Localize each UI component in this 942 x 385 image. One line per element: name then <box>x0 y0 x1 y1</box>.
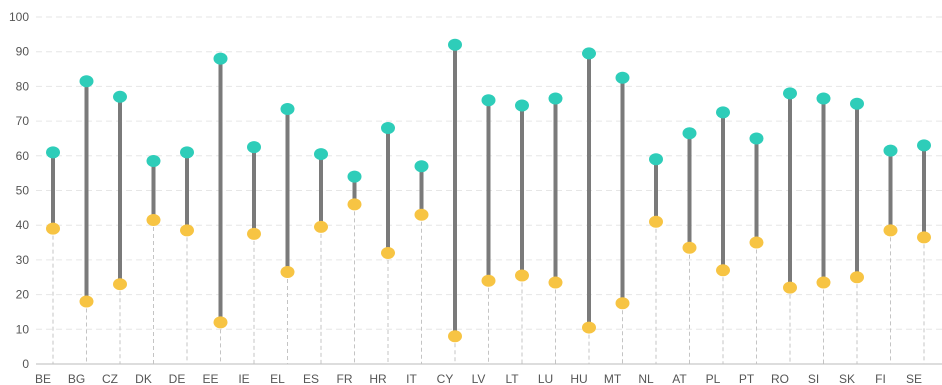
x-tick-label-PT: PT <box>739 372 755 385</box>
x-tick-label-FR: FR <box>337 372 353 385</box>
high-point-BE <box>46 146 60 159</box>
high-point-IE <box>247 141 261 154</box>
high-point-EL <box>280 102 295 115</box>
high-point-IT <box>414 160 429 173</box>
high-point-PL <box>716 106 730 119</box>
high-point-SE <box>917 139 931 152</box>
y-tick-label-70: 70 <box>16 114 30 128</box>
high-point-LT <box>515 99 529 112</box>
high-point-DE <box>180 146 194 159</box>
x-tick-label-EE: EE <box>202 372 218 385</box>
y-tick-label-90: 90 <box>16 45 30 59</box>
x-tick-label-CY: CY <box>437 372 454 385</box>
x-tick-label-SK: SK <box>839 372 855 385</box>
x-tick-label-AT: AT <box>672 372 687 385</box>
high-point-EE <box>213 52 228 65</box>
high-point-AT <box>682 127 697 140</box>
x-tick-label-ES: ES <box>303 372 319 385</box>
low-point-EL <box>280 266 295 279</box>
low-point-SE <box>917 231 931 244</box>
high-point-LU <box>548 92 563 105</box>
x-axis: BE BG CZ DK DE EE IE EL ES FR HR IT CY LV LT LU HU MT NL AT… <box>35 363 942 385</box>
high-point-CZ <box>113 90 127 103</box>
x-tick-label-RO: RO <box>771 372 789 385</box>
y-tick-label-40: 40 <box>16 218 30 232</box>
low-point-FI <box>883 224 898 237</box>
x-tick-label-DE: DE <box>169 372 186 385</box>
low-point-SK <box>850 271 864 284</box>
high-point-BG <box>79 75 94 88</box>
x-tick-label-EL: EL <box>270 372 285 385</box>
low-point-ES <box>314 220 328 233</box>
low-point-PL <box>716 264 730 277</box>
y-tick-label-50: 50 <box>16 184 30 198</box>
x-tick-label-IE: IE <box>238 372 249 385</box>
high-point-NL <box>649 153 663 166</box>
x-tick-label-CZ: CZ <box>102 372 118 385</box>
high-point-FR <box>347 170 362 183</box>
low-point-MT <box>615 297 630 310</box>
high-point-MT <box>615 71 630 84</box>
y-tick-label-20: 20 <box>16 288 30 302</box>
low-point-SI <box>816 276 831 289</box>
high-point-LV <box>481 94 496 107</box>
high-point-PT <box>749 132 764 145</box>
x-tick-label-SE: SE <box>906 372 922 385</box>
low-point-NL <box>649 215 663 228</box>
y-tick-label-30: 30 <box>16 253 30 267</box>
y-tick-label-0: 0 <box>22 357 29 371</box>
x-tick-label-HR: HR <box>369 372 387 385</box>
low-point-CZ <box>113 278 127 291</box>
x-tick-label-MT: MT <box>604 372 622 385</box>
low-point-EE <box>213 316 228 329</box>
low-point-HR <box>381 246 395 259</box>
high-point-HU <box>582 47 596 60</box>
x-tick-label-SI: SI <box>808 372 819 385</box>
x-tick-label-PL: PL <box>706 372 721 385</box>
low-point-IE <box>247 227 261 240</box>
y-tick-label-10: 10 <box>16 322 30 336</box>
y-tick-label-80: 80 <box>16 79 30 93</box>
low-point-PT <box>749 236 764 249</box>
high-point-RO <box>783 87 797 100</box>
low-point-LU <box>548 276 563 289</box>
high-point-ES <box>314 148 328 161</box>
high-point-CY <box>448 38 462 51</box>
y-tick-label-100: 100 <box>9 10 29 24</box>
x-tick-label-HU: HU <box>570 372 587 385</box>
low-point-BE <box>46 222 60 235</box>
low-point-LT <box>515 269 529 282</box>
low-point-FR <box>347 198 362 211</box>
high-point-SK <box>850 97 864 110</box>
x-tick-label-IT: IT <box>406 372 417 385</box>
low-point-DE <box>180 224 194 237</box>
chart-marks <box>46 38 931 364</box>
y-tick-label-60: 60 <box>16 149 30 163</box>
high-point-FI <box>883 144 898 157</box>
low-point-CY <box>448 330 462 343</box>
x-tick-label-NL: NL <box>638 372 654 385</box>
y-axis: 0 10 20 30 40 50 60 70 80 90 100 <box>9 10 29 371</box>
x-tick-label-LU: LU <box>538 372 553 385</box>
x-tick-label-BE: BE <box>35 372 51 385</box>
x-tick-label-LT: LT <box>505 372 519 385</box>
low-point-AT <box>682 241 697 254</box>
low-point-RO <box>783 281 797 294</box>
low-point-DK <box>146 213 161 226</box>
low-point-LV <box>481 274 496 287</box>
x-tick-label-LV: LV <box>472 372 486 385</box>
high-point-HR <box>381 122 395 135</box>
x-tick-label-DK: DK <box>135 372 152 385</box>
low-point-HU <box>582 321 596 334</box>
x-tick-label-BG: BG <box>68 372 85 385</box>
x-tick-label-FI: FI <box>875 372 886 385</box>
low-point-BG <box>79 295 94 308</box>
high-point-DK <box>146 155 161 168</box>
high-point-SI <box>816 92 831 105</box>
low-point-IT <box>414 208 429 221</box>
